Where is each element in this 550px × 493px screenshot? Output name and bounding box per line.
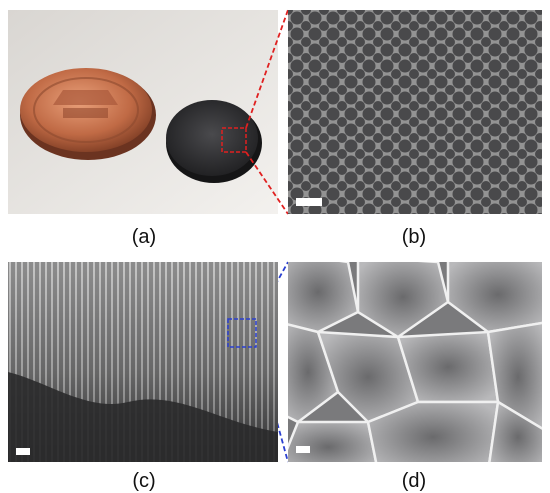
sem-closeup-image xyxy=(288,262,542,462)
panel-c-sem xyxy=(8,262,278,462)
zoom-box-a xyxy=(221,127,247,153)
sem-side-image xyxy=(8,262,278,462)
label-d: (d) xyxy=(401,470,427,492)
scale-bar-c xyxy=(16,448,30,455)
photo-image xyxy=(8,10,278,214)
sample-disk xyxy=(166,100,262,183)
scale-bar-d xyxy=(296,446,310,453)
panel-b-sem xyxy=(288,10,542,214)
penny xyxy=(20,68,156,160)
label-b: (b) xyxy=(401,226,427,248)
label-a: (a) xyxy=(131,226,157,248)
zoom-box-c xyxy=(227,318,257,348)
sem-top-image xyxy=(288,10,542,214)
panel-a-photo xyxy=(8,10,278,214)
label-c: (c) xyxy=(132,470,156,492)
panel-d-sem xyxy=(288,262,542,462)
scale-bar-b xyxy=(296,198,322,206)
